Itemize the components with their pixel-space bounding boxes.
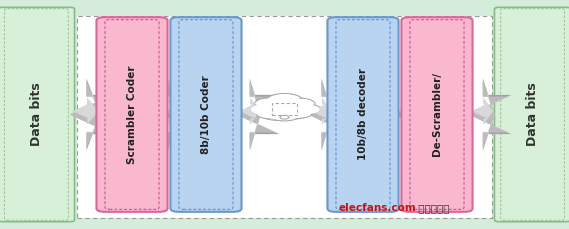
Text: De-Scrambler/: De-Scrambler/ (432, 73, 442, 156)
Bar (77, 16, 492, 218)
Polygon shape (469, 82, 507, 147)
Circle shape (256, 98, 284, 110)
Circle shape (251, 105, 275, 114)
Circle shape (257, 103, 300, 120)
FancyBboxPatch shape (97, 17, 167, 212)
Text: Data bits: Data bits (30, 83, 43, 146)
Circle shape (258, 109, 279, 118)
Circle shape (290, 109, 311, 117)
Circle shape (270, 109, 299, 120)
FancyBboxPatch shape (170, 17, 241, 212)
Polygon shape (398, 98, 413, 124)
FancyBboxPatch shape (327, 17, 398, 212)
Polygon shape (70, 79, 112, 150)
Circle shape (269, 94, 300, 107)
Circle shape (296, 104, 321, 114)
FancyBboxPatch shape (402, 17, 472, 212)
Circle shape (273, 103, 313, 119)
Polygon shape (311, 98, 331, 124)
Circle shape (269, 108, 300, 121)
Text: 10b/8b decoder: 10b/8b decoder (358, 68, 368, 161)
Text: elecfans.com: elecfans.com (339, 203, 417, 213)
Circle shape (280, 115, 289, 119)
Text: Scrambler Coder: Scrambler Coder (127, 65, 137, 164)
Polygon shape (164, 98, 180, 124)
Circle shape (253, 95, 316, 121)
Polygon shape (237, 82, 275, 147)
Circle shape (289, 109, 312, 118)
Text: 8b/10b Coder: 8b/10b Coder (201, 75, 211, 154)
Circle shape (286, 98, 315, 110)
FancyBboxPatch shape (0, 7, 75, 222)
Polygon shape (162, 82, 200, 147)
FancyBboxPatch shape (272, 103, 297, 114)
Polygon shape (70, 82, 108, 147)
Circle shape (287, 99, 314, 109)
Text: 电子发烧友: 电子发烧友 (415, 203, 450, 213)
Circle shape (249, 104, 277, 115)
Polygon shape (395, 79, 437, 150)
Circle shape (256, 108, 281, 118)
Polygon shape (237, 79, 279, 150)
Circle shape (254, 98, 286, 111)
Text: Data bits: Data bits (526, 83, 539, 146)
Polygon shape (308, 82, 347, 147)
Polygon shape (240, 98, 259, 124)
Polygon shape (395, 82, 433, 147)
Circle shape (275, 104, 311, 118)
Circle shape (260, 104, 298, 119)
Polygon shape (472, 98, 493, 124)
Polygon shape (469, 79, 511, 150)
Circle shape (298, 105, 319, 114)
FancyBboxPatch shape (494, 7, 569, 222)
Polygon shape (162, 79, 204, 150)
Polygon shape (308, 79, 351, 150)
Circle shape (266, 93, 303, 108)
Polygon shape (73, 98, 99, 124)
